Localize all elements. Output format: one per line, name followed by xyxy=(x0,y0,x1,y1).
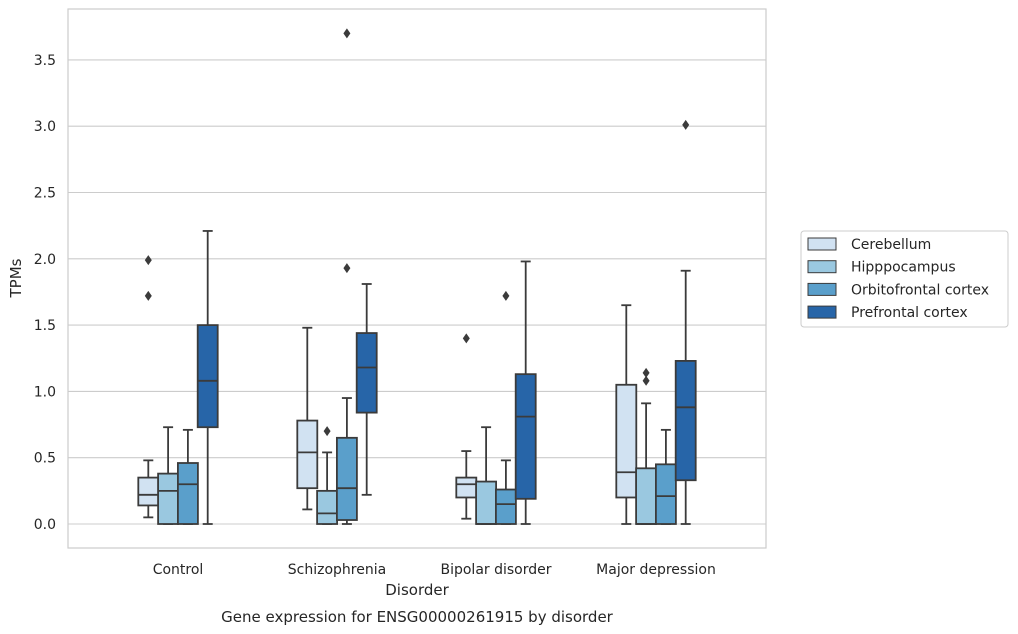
y-tick-label: 2.5 xyxy=(34,186,56,202)
legend-swatch xyxy=(807,282,837,296)
box xyxy=(176,462,199,525)
box-group xyxy=(355,283,378,496)
outlier-point xyxy=(642,375,650,386)
box-group xyxy=(316,426,339,525)
box xyxy=(674,360,697,482)
outlier-point xyxy=(323,426,331,437)
box xyxy=(494,488,517,525)
y-tick-labels: 0.0 0.5 1.0 1.5 2.0 2.5 3.0 3.5 xyxy=(34,53,56,533)
box xyxy=(157,472,180,525)
outlier-point xyxy=(144,290,152,301)
y-tick-label: 0.0 xyxy=(34,517,56,533)
outlier-point xyxy=(642,367,650,378)
y-axis-label: TPMs xyxy=(7,258,25,298)
box-group xyxy=(335,28,358,525)
box-group xyxy=(137,255,160,519)
chart-caption: Gene expression for ENSG00000261915 by d… xyxy=(221,608,614,626)
box xyxy=(196,324,219,429)
box-group xyxy=(655,428,677,525)
x-tick-label: Major depression xyxy=(596,562,716,578)
box xyxy=(514,373,537,500)
outlier-point xyxy=(144,255,152,266)
x-axis-label: Disorder xyxy=(385,581,449,599)
box-group xyxy=(674,119,697,525)
legend-swatch xyxy=(807,305,837,319)
box-group xyxy=(157,426,180,525)
box-group xyxy=(455,333,478,520)
plot-frame xyxy=(67,8,767,549)
x-tick-label: Control xyxy=(153,562,204,578)
box-group xyxy=(176,428,199,525)
outlier-point xyxy=(343,28,351,39)
outlier-point xyxy=(343,263,351,274)
legend-frame xyxy=(800,230,1009,328)
grid-lines xyxy=(68,59,766,525)
x-tick-label: Bipolar disorder xyxy=(440,562,551,578)
box-group xyxy=(475,426,498,525)
box-group xyxy=(296,326,319,511)
legend-entry: Cerebellum xyxy=(851,237,931,253)
outlier-point xyxy=(502,290,510,301)
outlier-point xyxy=(682,119,690,130)
legend-swatch xyxy=(807,260,837,274)
box xyxy=(316,489,339,525)
x-tick-labels: Control Schizophrenia Bipolar disorder Majo… xyxy=(153,562,716,578)
boxes-layer xyxy=(137,28,697,525)
y-tick-label: 2.0 xyxy=(34,252,56,268)
box xyxy=(475,480,498,525)
x-tick-label: Schizophrenia xyxy=(288,562,386,578)
box-group xyxy=(514,260,537,525)
legend-entry: Orbitofrontal cortex xyxy=(851,282,989,298)
box-group xyxy=(196,230,219,525)
outlier-point xyxy=(462,333,470,344)
box-group xyxy=(615,304,638,525)
y-tick-label: 1.0 xyxy=(34,384,56,400)
box xyxy=(455,476,478,499)
box xyxy=(335,436,358,521)
y-tick-label: 3.5 xyxy=(34,53,56,69)
legend-entry: Hipppocampus xyxy=(851,260,956,276)
legend-entry: Prefrontal cortex xyxy=(851,305,968,321)
box xyxy=(655,463,677,525)
legend-swatch xyxy=(807,237,837,251)
legend: Cerebellum Hipppocampus Orbitofrontal cort… xyxy=(800,230,1009,328)
y-tick-label: 3.0 xyxy=(34,119,56,135)
y-tick-label: 1.5 xyxy=(34,318,56,334)
box xyxy=(137,476,160,507)
y-tick-label: 0.5 xyxy=(34,451,56,467)
box xyxy=(296,419,319,490)
box-group xyxy=(494,290,517,525)
box xyxy=(355,332,378,414)
box xyxy=(635,467,657,525)
box xyxy=(615,383,638,499)
